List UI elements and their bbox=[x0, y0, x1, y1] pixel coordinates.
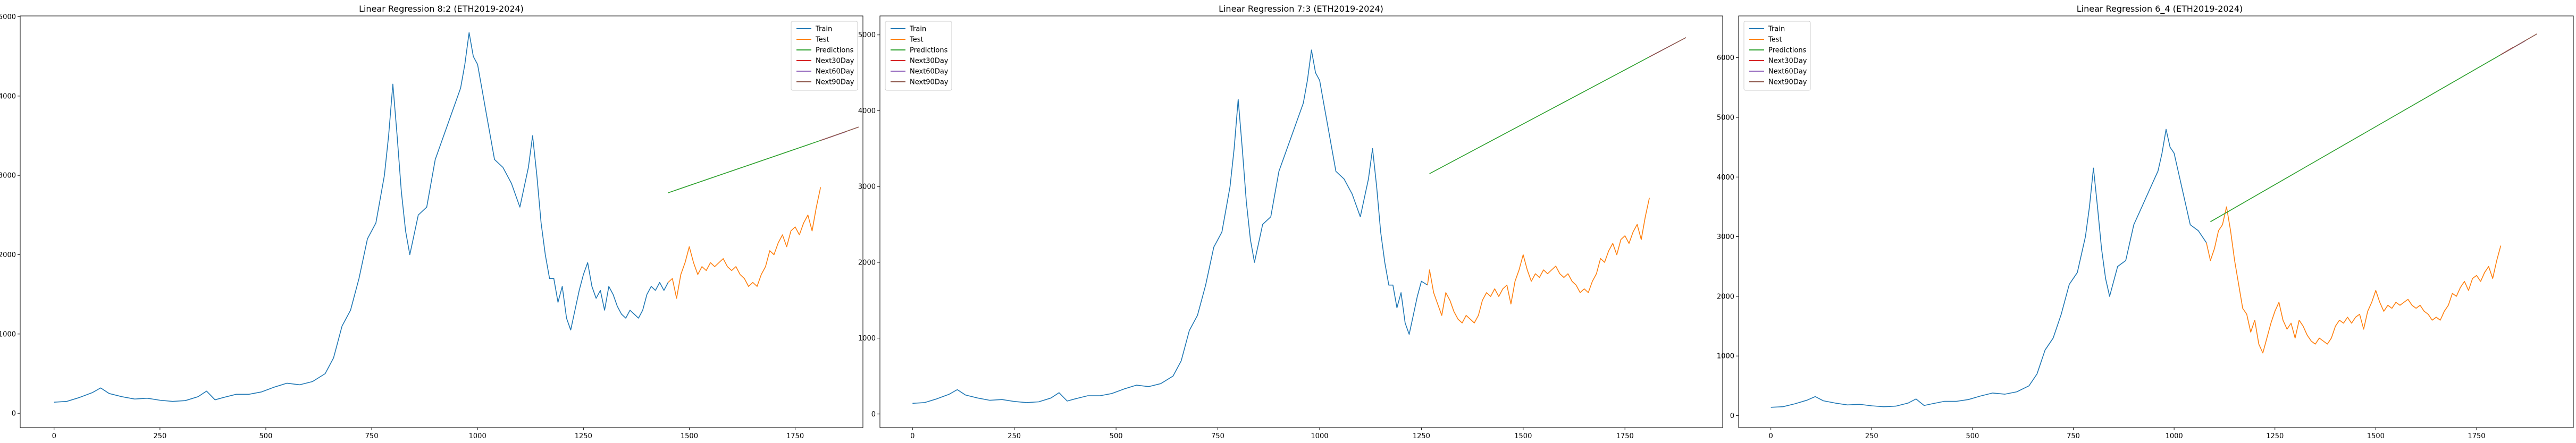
legend-entry-label: Next90Day bbox=[910, 79, 949, 87]
legend-entry-label: Next60Day bbox=[910, 68, 949, 76]
x-tick-label: 1500 bbox=[2367, 432, 2385, 440]
series-line-predictions bbox=[668, 140, 821, 193]
y-tick-label: 3000 bbox=[0, 172, 16, 180]
y-tick-label: 6000 bbox=[1717, 54, 1734, 62]
legend-entry-label: Test bbox=[909, 36, 924, 44]
y-tick-label: 2000 bbox=[858, 259, 876, 267]
x-tick-label: 1000 bbox=[1311, 432, 1328, 440]
x-tick-label: 1500 bbox=[681, 432, 698, 440]
chart-title: Linear Regression 8:2 (ETH2019-2024) bbox=[359, 4, 524, 14]
y-tick-label: 1000 bbox=[858, 335, 876, 343]
x-tick-label: 1750 bbox=[1616, 432, 1634, 440]
legend-entry-label: Train bbox=[815, 25, 832, 33]
series-line-test bbox=[1427, 198, 1650, 323]
x-tick-label: 1750 bbox=[2468, 432, 2485, 440]
y-tick-label: 2000 bbox=[1717, 293, 1734, 301]
legend-entry-label: Train bbox=[1768, 25, 1785, 33]
chart-panel-2: Linear Regression 7:3 (ETH2019-2024) 0 25… bbox=[858, 4, 1723, 440]
y-tick-label: 4000 bbox=[1717, 174, 1734, 182]
axes-frame bbox=[20, 15, 863, 428]
y-tick-label: 4000 bbox=[858, 107, 876, 115]
series-line-train bbox=[54, 32, 669, 403]
y-tick-label: 5000 bbox=[858, 31, 876, 39]
legend-entry-label: Next60Day bbox=[1768, 68, 1807, 76]
chart-panel-3: Linear Regression 6_4 (ETH2019-2024) 0 25… bbox=[1717, 4, 2574, 440]
series-line-predictions bbox=[1429, 56, 1650, 174]
legend-entry-label: Next30Day bbox=[910, 57, 949, 65]
legend: Train Test Predictions Next30Day Next60Day Ne… bbox=[791, 21, 858, 91]
y-tick-label: 0 bbox=[12, 410, 16, 418]
x-tick-label: 1250 bbox=[575, 432, 592, 440]
legend-entry-label: Next90Day bbox=[1768, 79, 1807, 87]
x-tick-label: 0 bbox=[910, 432, 914, 440]
series-line-test bbox=[2206, 206, 2502, 354]
axes-frame bbox=[1738, 15, 2574, 428]
legend-entry-label: Test bbox=[1768, 36, 1782, 44]
x-tick-label: 250 bbox=[153, 432, 166, 440]
y-tick-label: 2000 bbox=[0, 251, 16, 259]
legend: Train Test Predictions Next30Day Next60Day Ne… bbox=[1743, 21, 1811, 91]
x-tick-label: 750 bbox=[2067, 432, 2080, 440]
chart-panel-1: Linear Regression 8:2 (ETH2019-2024) 0 25… bbox=[0, 4, 863, 440]
series-line-next90day bbox=[820, 126, 859, 141]
x-tick-label: 500 bbox=[259, 432, 273, 440]
x-tick-label: 250 bbox=[1865, 432, 1878, 440]
x-tick-label: 500 bbox=[1110, 432, 1123, 440]
axes-frame bbox=[879, 15, 1723, 428]
x-tick-label: 1000 bbox=[469, 432, 486, 440]
legend-entry-label: Next30Day bbox=[816, 57, 854, 65]
legend-entry-label: Train bbox=[909, 25, 926, 33]
legend-frame bbox=[1743, 21, 1811, 91]
x-tick-label: 0 bbox=[52, 432, 56, 440]
y-tick-label: 1000 bbox=[0, 330, 16, 338]
legend-entry-label: Next30Day bbox=[1768, 57, 1807, 65]
y-tick-label: 3000 bbox=[858, 183, 876, 191]
y-tick-label: 0 bbox=[1730, 412, 1734, 420]
legend-frame bbox=[885, 21, 952, 91]
series-line-next90day bbox=[1649, 37, 1686, 57]
x-tick-label: 750 bbox=[1211, 432, 1224, 440]
chart-title: Linear Regression 6_4 (ETH2019-2024) bbox=[2077, 4, 2243, 14]
series-line-test bbox=[668, 187, 821, 299]
series-line-next90day bbox=[2501, 33, 2538, 55]
x-tick-label: 1500 bbox=[1514, 432, 1532, 440]
y-tick-label: 3000 bbox=[1717, 233, 1734, 241]
y-tick-label: 5000 bbox=[1717, 114, 1734, 122]
x-tick-label: 250 bbox=[1008, 432, 1021, 440]
x-tick-label: 1250 bbox=[1413, 432, 1430, 440]
x-tick-label: 1000 bbox=[2166, 432, 2183, 440]
series-line-train bbox=[912, 49, 1428, 404]
legend-frame bbox=[791, 21, 858, 91]
x-tick-label: 0 bbox=[1769, 432, 1773, 440]
legend-entry-label: Next60Day bbox=[816, 68, 854, 76]
legend-entry-label: Predictions bbox=[1768, 47, 1807, 55]
series-line-predictions bbox=[2210, 54, 2501, 223]
legend-entry-label: Predictions bbox=[910, 47, 948, 55]
x-tick-label: 1750 bbox=[786, 432, 804, 440]
legend-entry-label: Next90Day bbox=[816, 79, 854, 87]
series-line-train bbox=[1771, 129, 2207, 408]
legend: Train Test Predictions Next30Day Next60Day Ne… bbox=[885, 21, 952, 91]
legend-entry-label: Predictions bbox=[816, 47, 854, 55]
x-tick-label: 500 bbox=[1966, 432, 1979, 440]
x-tick-label: 750 bbox=[365, 432, 379, 440]
y-tick-label: 0 bbox=[871, 411, 876, 419]
x-tick-label: 1250 bbox=[2266, 432, 2284, 440]
legend-entry-label: Test bbox=[815, 36, 829, 44]
y-tick-label: 1000 bbox=[1717, 353, 1734, 361]
chart-title: Linear Regression 7:3 (ETH2019-2024) bbox=[1219, 4, 1383, 14]
y-tick-label: 5000 bbox=[0, 13, 16, 21]
y-tick-label: 4000 bbox=[0, 92, 16, 100]
